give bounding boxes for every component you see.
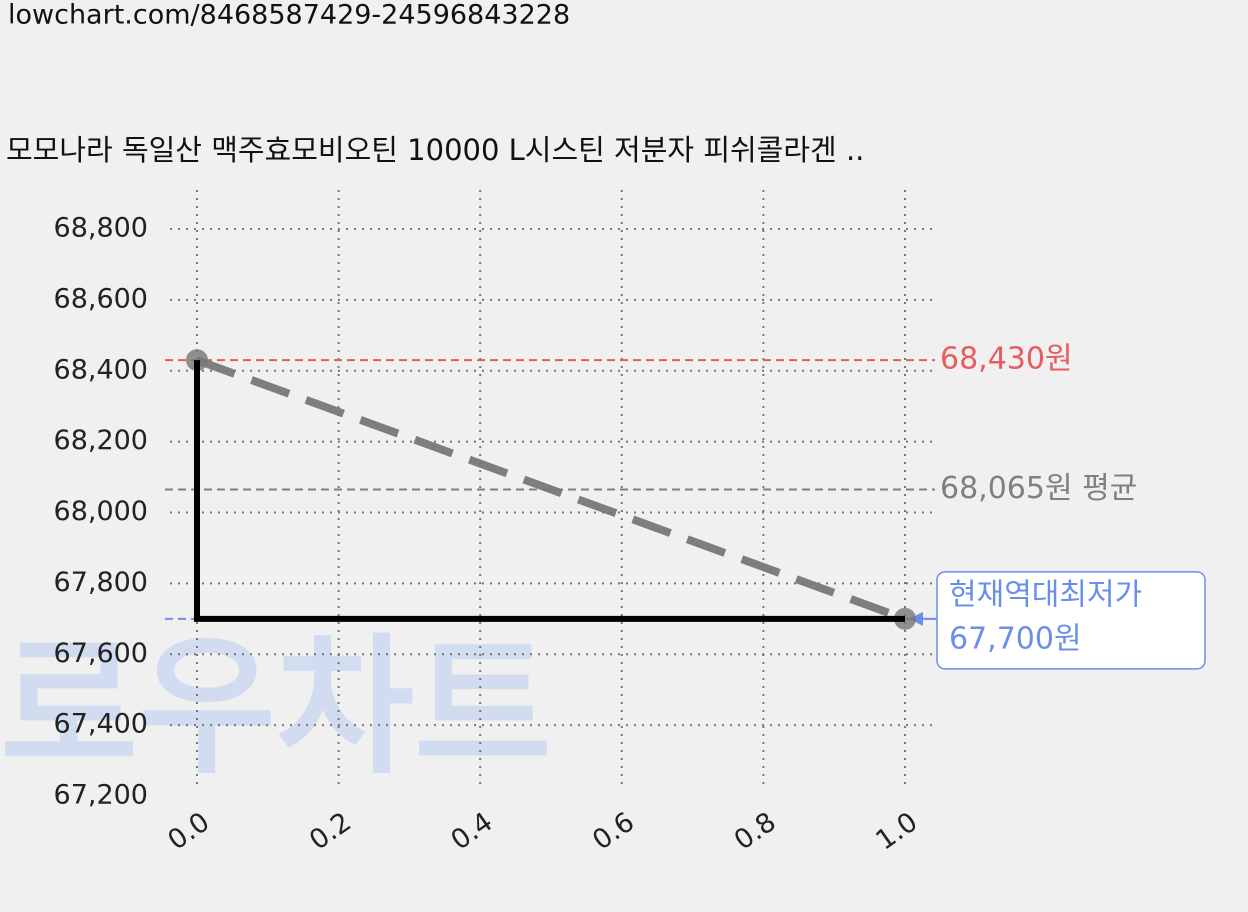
line bbox=[195, 356, 907, 623]
reference-label: 68,065원 평균 bbox=[940, 471, 1137, 506]
y-tick-label: 67,600 bbox=[54, 638, 148, 669]
y-tick-label: 68,600 bbox=[54, 283, 148, 314]
y-tick-label: 68,200 bbox=[54, 425, 148, 456]
reference-label: 68,430원 bbox=[940, 342, 1073, 377]
annotation-box bbox=[936, 571, 1206, 670]
watermark: 로우차트 bbox=[0, 621, 552, 795]
y-tick-label: 68,400 bbox=[54, 354, 148, 385]
annotation-label: 67,700원 bbox=[949, 621, 1082, 656]
y-tick-label: 68,800 bbox=[54, 213, 148, 244]
annotation-label: 현재역대최저가 bbox=[949, 577, 1142, 612]
y-tick-label: 67,800 bbox=[54, 567, 148, 598]
y-tick-label: 67,400 bbox=[54, 709, 148, 740]
url: lowchart.com/8468587429-24596843228 bbox=[8, 0, 570, 31]
line bbox=[194, 360, 905, 622]
y-tick-label: 67,200 bbox=[54, 780, 148, 811]
y-tick-label: 68,000 bbox=[54, 496, 148, 527]
chart-title: 모모나라 독일산 맥주효모비오틴 10000 L시스틴 저분자 피쉬콜라겐 .. bbox=[6, 133, 864, 167]
